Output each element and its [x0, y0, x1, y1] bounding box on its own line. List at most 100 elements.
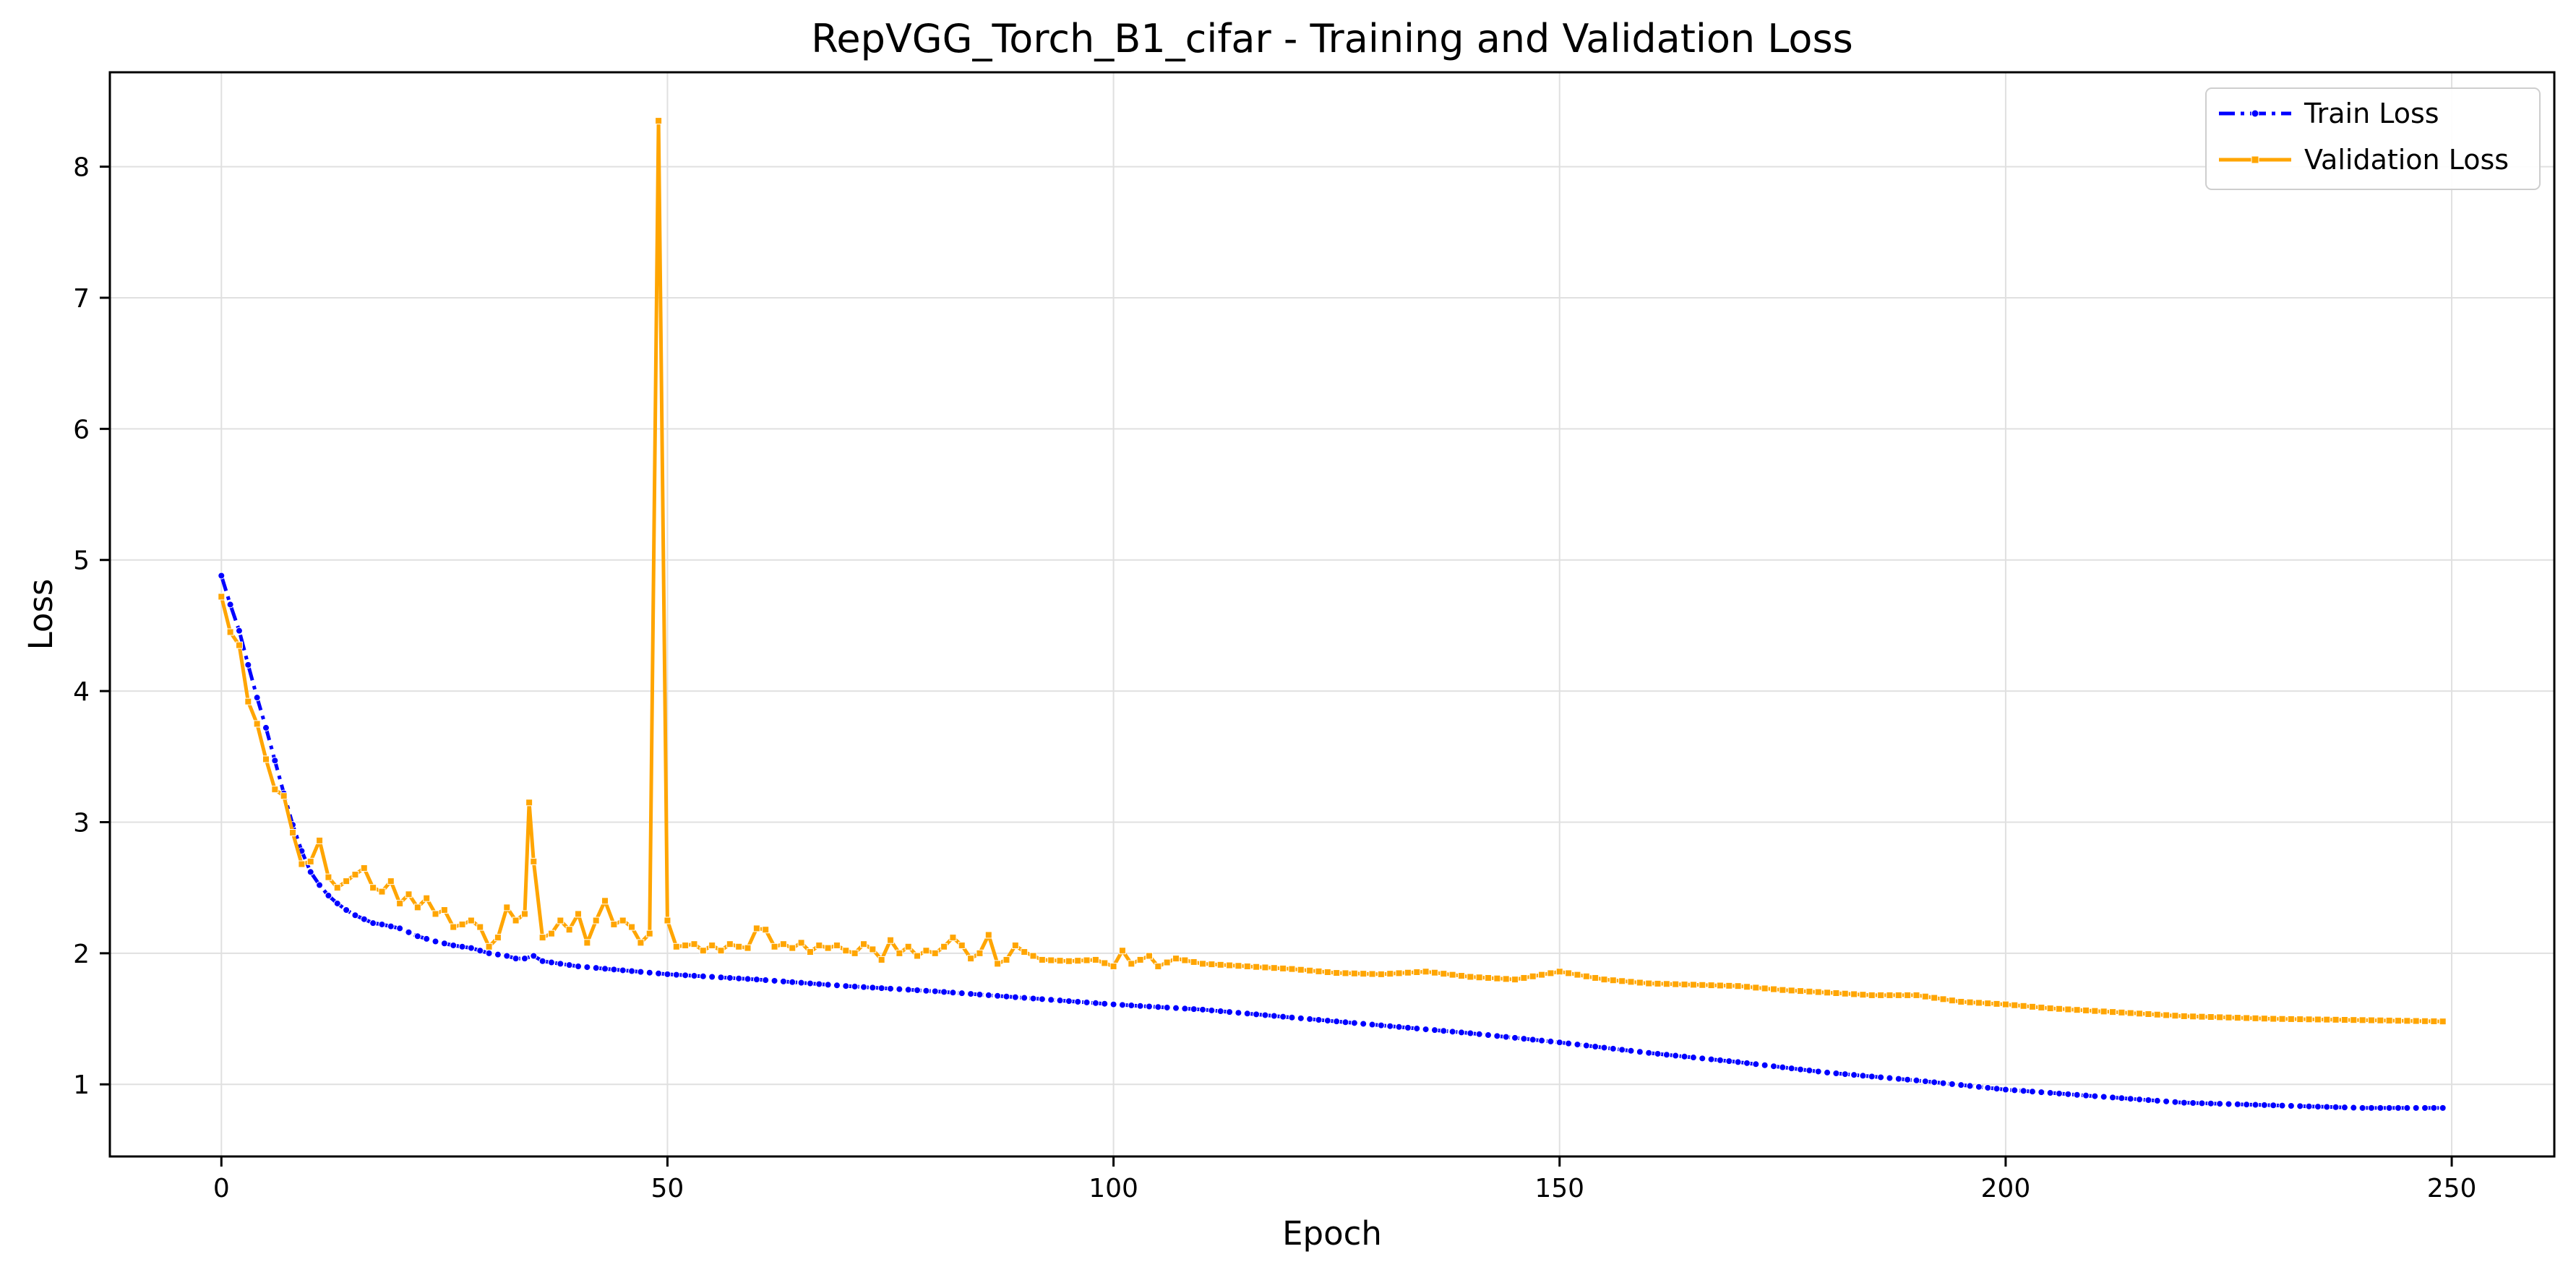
validation-loss-point — [637, 939, 645, 947]
validation-loss-point — [619, 916, 627, 924]
train-loss-point — [360, 915, 368, 923]
train-loss-point — [1128, 1002, 1135, 1010]
train-loss-point — [1270, 1012, 1278, 1020]
validation-loss-point — [1074, 957, 1082, 965]
validation-loss-point — [1806, 987, 1813, 995]
validation-loss-point — [1270, 964, 1278, 972]
validation-loss-point — [1190, 958, 1198, 966]
train-loss-point — [1769, 1062, 1777, 1070]
train-loss-point — [1672, 1052, 1680, 1060]
train-loss-point — [1448, 1028, 1456, 1036]
validation-loss-point — [2046, 1005, 2054, 1013]
train-loss-point — [2350, 1104, 2358, 1112]
train-loss-point — [1894, 1075, 1902, 1083]
y-axis-ticks: 1 2 3 4 5 6 7 8 — [73, 153, 110, 1100]
train-loss-point — [557, 960, 564, 968]
train-loss-point — [887, 984, 895, 992]
validation-loss-point — [413, 903, 421, 911]
train-loss-point — [1877, 1073, 1885, 1081]
y-tick-label: 3 — [73, 808, 90, 838]
train-loss-point — [610, 966, 618, 974]
validation-loss-point — [2350, 1016, 2358, 1024]
train-loss-point — [896, 985, 903, 993]
validation-loss-point — [1163, 958, 1171, 966]
validation-loss-point — [2109, 1008, 2117, 1016]
validation-loss-point — [869, 945, 877, 953]
train-loss-point — [2011, 1086, 2019, 1094]
train-loss-point — [842, 982, 850, 990]
validation-loss-point — [2136, 1010, 2144, 1018]
train-loss-point — [2278, 1102, 2286, 1109]
validation-loss-point — [405, 890, 413, 898]
train-loss-point — [1315, 1016, 1323, 1024]
train-loss-point — [325, 892, 332, 900]
validation-loss-point — [1662, 980, 1670, 988]
train-loss-point — [735, 974, 743, 982]
train-loss-point — [583, 963, 591, 971]
train-loss-point — [717, 974, 725, 982]
train-loss-point — [2118, 1094, 2126, 1102]
train-loss-point — [2367, 1104, 2375, 1112]
train-loss-point — [922, 987, 930, 995]
validation-loss-point — [1886, 991, 1894, 999]
validation-loss-point — [1323, 968, 1331, 976]
train-loss-point — [2270, 1102, 2277, 1109]
validation-loss-point — [547, 930, 555, 937]
validation-loss-point — [1475, 974, 1483, 982]
train-loss-point — [1538, 1036, 1546, 1044]
validation-loss-point — [1787, 987, 1795, 995]
train-loss-point — [744, 975, 752, 983]
validation-loss-point — [2251, 1014, 2259, 1022]
train-loss-point — [333, 899, 341, 907]
validation-loss-point — [1600, 976, 1608, 984]
train-loss-point — [405, 928, 413, 936]
train-loss-point — [2171, 1098, 2179, 1106]
train-loss-point — [1297, 1014, 1305, 1022]
validation-loss-point — [762, 926, 770, 934]
x-tick-label: 0 — [213, 1174, 230, 1203]
validation-loss-point — [2091, 1007, 2099, 1015]
validation-loss-point — [2207, 1013, 2215, 1021]
validation-loss-point — [1520, 974, 1528, 982]
train-loss-point — [2430, 1104, 2438, 1112]
train-loss-point — [592, 964, 600, 972]
train-loss-point — [1181, 1005, 1189, 1013]
legend-marker-validation-loss — [2251, 155, 2259, 164]
validation-loss-point — [530, 857, 538, 865]
train-loss-point — [1136, 1002, 1144, 1010]
train-loss-point — [1377, 1021, 1385, 1029]
validation-loss-point — [1208, 961, 1216, 969]
x-tick-label: 150 — [1534, 1174, 1584, 1203]
train-loss-point — [1279, 1013, 1287, 1021]
validation-loss-point — [2189, 1013, 2197, 1021]
validation-loss-point — [1154, 963, 1162, 971]
validation-loss-point — [797, 939, 805, 947]
train-loss-point — [1511, 1034, 1519, 1042]
validation-loss-point — [1975, 999, 1983, 1007]
validation-loss-point — [877, 956, 885, 963]
train-loss-point — [2136, 1096, 2144, 1104]
validation-loss-point — [1395, 969, 1403, 977]
validation-loss-point — [931, 949, 939, 957]
train-loss-point — [1752, 1060, 1760, 1068]
validation-loss-point — [2340, 1016, 2348, 1024]
validation-loss-point — [708, 941, 716, 949]
validation-loss-point — [1297, 966, 1305, 974]
train-loss-point — [244, 661, 252, 669]
validation-loss-point — [1502, 975, 1510, 983]
validation-loss-point — [1931, 994, 1939, 1002]
validation-loss-point — [1360, 970, 1368, 978]
validation-loss-point — [601, 897, 609, 905]
validation-loss-point — [2153, 1010, 2161, 1018]
train-loss-point — [1627, 1047, 1635, 1055]
train-loss-point — [2046, 1089, 2054, 1097]
validation-loss-point — [1592, 974, 1600, 982]
train-loss-point — [2394, 1104, 2402, 1112]
validation-loss-point — [1029, 952, 1037, 960]
y-tick-label: 6 — [73, 415, 90, 445]
validation-loss-point — [664, 916, 671, 924]
train-loss-point — [1957, 1081, 1965, 1089]
train-loss-point — [1485, 1031, 1493, 1039]
train-loss-point — [2055, 1089, 2063, 1097]
validation-loss-point — [2082, 1006, 2090, 1014]
